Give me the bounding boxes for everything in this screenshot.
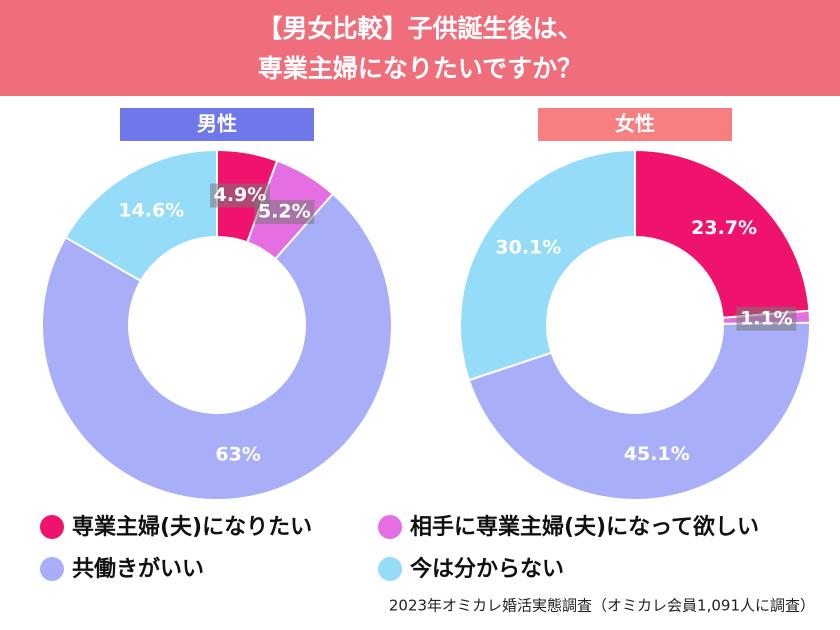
chart-title: 【男女比較】子供誕生後は、	[257, 14, 582, 43]
data-label: 14.6%	[118, 200, 184, 222]
slice	[64, 148, 218, 283]
panel-title-box	[538, 108, 732, 141]
slice	[459, 148, 636, 382]
slice	[41, 192, 393, 501]
source: 2023年オミカレ婚活実態調査（オミカレ会員1,091人に調査）	[389, 597, 815, 615]
legend-marker	[40, 515, 64, 539]
title-band	[0, 0, 840, 96]
chart-title: 専業主婦になりたいですか？	[258, 54, 582, 83]
slice	[467, 321, 811, 501]
panel-title: 女性	[615, 112, 655, 136]
legend-label: 今は分からない	[410, 556, 564, 582]
legend-label: 共働きがいい	[72, 556, 204, 582]
panel-title-box	[120, 108, 314, 141]
panel-title: 男性	[197, 112, 237, 136]
data-label: 4.9%	[214, 184, 267, 206]
legend-marker	[378, 515, 402, 539]
legend-marker	[40, 557, 64, 581]
legend-marker	[378, 557, 402, 581]
slice	[634, 148, 811, 319]
data-label: 1.1%	[740, 307, 793, 329]
label-bg	[254, 200, 315, 225]
legend-label: 相手に専業主婦(夫)になって欲しい	[410, 514, 759, 540]
legend-label: 専業主婦(夫)になりたい	[72, 514, 312, 540]
data-label: 23.7%	[691, 217, 757, 239]
data-label: 45.1%	[624, 443, 690, 465]
label-bg	[736, 306, 797, 331]
data-label: 63%	[215, 443, 260, 465]
data-label: 30.1%	[495, 237, 561, 259]
data-label: 5.2%	[258, 201, 311, 223]
